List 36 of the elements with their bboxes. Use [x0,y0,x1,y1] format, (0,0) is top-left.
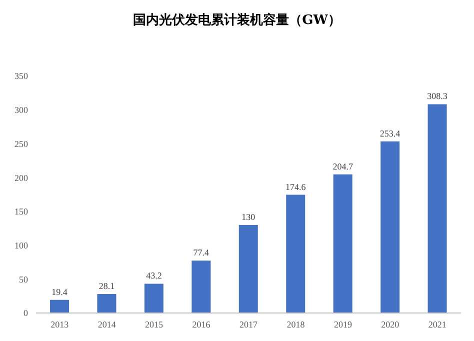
y-tick-label: 0 [24,308,28,318]
y-tick-label: 50 [19,274,28,284]
bar [333,174,352,313]
data-label: 77.4 [193,248,210,258]
x-tick-label: 2016 [192,319,211,330]
bar [238,224,258,313]
data-label: 130 [242,212,256,222]
data-label: 253.4 [380,128,401,138]
x-tick-label: 2019 [334,319,352,330]
y-tick-label: 100 [14,240,28,250]
x-tick-label: 2021 [428,319,446,330]
bar [144,284,164,313]
y-tick-label: 300 [14,105,28,116]
data-label: 19.4 [52,286,68,297]
bar [428,104,447,313]
x-tick-label: 2020 [381,319,400,330]
x-tick-label: 2015 [145,319,164,330]
bar [50,300,69,313]
bar [192,260,211,313]
bar [97,294,116,313]
data-label: 28.1 [98,280,115,291]
data-label: 308.3 [427,91,448,102]
x-tick-label: 2014 [98,319,116,330]
chart-title: 国内光伏发电累计装机容量（GW） [132,12,342,30]
x-tick-label: 2013 [50,319,70,330]
y-tick-label: 150 [14,206,28,217]
data-label: 204.7 [332,161,354,172]
y-tick-label: 200 [14,172,28,183]
x-tick-label: 2017 [240,319,258,330]
bar [380,141,400,313]
y-tick-label: 350 [14,71,28,82]
x-tick-label: 2018 [286,319,306,330]
data-label: 174.6 [285,182,306,192]
data-label: 43.2 [146,270,162,281]
bar [286,194,306,313]
y-tick-label: 250 [14,138,28,149]
